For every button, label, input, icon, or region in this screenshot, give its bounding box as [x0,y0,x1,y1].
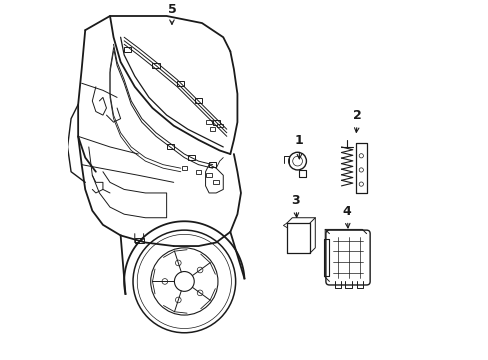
FancyBboxPatch shape [181,166,187,170]
FancyBboxPatch shape [187,155,195,160]
FancyBboxPatch shape [206,173,211,177]
FancyBboxPatch shape [213,180,219,184]
FancyBboxPatch shape [124,47,131,52]
FancyBboxPatch shape [195,99,202,103]
FancyBboxPatch shape [206,120,211,124]
Text: 4: 4 [342,205,351,228]
FancyBboxPatch shape [209,127,215,131]
Text: 2: 2 [353,109,362,132]
FancyBboxPatch shape [325,230,369,285]
FancyBboxPatch shape [135,238,143,243]
Text: 5: 5 [167,3,176,24]
FancyBboxPatch shape [152,63,159,68]
FancyBboxPatch shape [166,144,173,149]
FancyBboxPatch shape [217,124,222,127]
Text: 3: 3 [291,194,300,217]
FancyBboxPatch shape [209,162,216,167]
FancyBboxPatch shape [195,170,201,174]
FancyBboxPatch shape [177,81,184,86]
FancyBboxPatch shape [212,120,219,125]
Text: 1: 1 [294,134,303,159]
